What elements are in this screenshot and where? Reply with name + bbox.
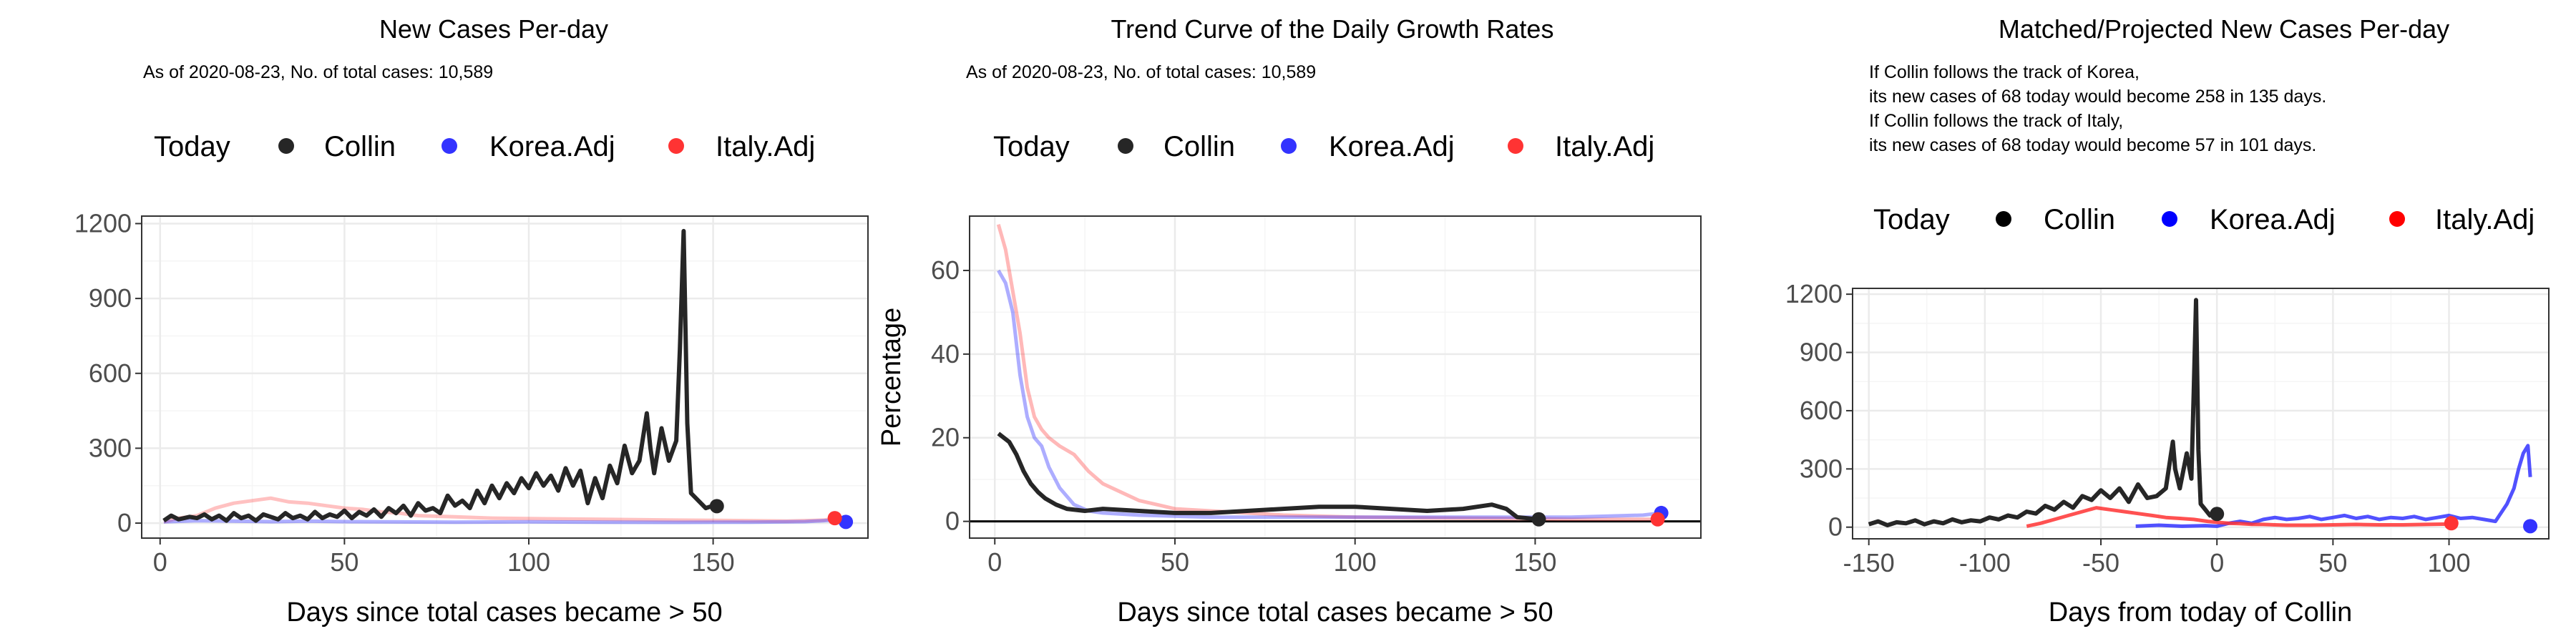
series-line-collin [1868, 298, 2218, 527]
today-point-collin [2210, 507, 2225, 522]
x-tick-label: 0 [2210, 548, 2224, 577]
chart-subtitle-line: If Collin follows the track of Italy, [1869, 111, 2123, 131]
x-axis-title: Days since total cases became > 50 [1117, 597, 1553, 628]
plot-border [141, 215, 869, 539]
x-tick-label: 0 [153, 547, 167, 577]
y-axis-title: Percentage [877, 308, 907, 447]
y-tick-label: 900 [89, 283, 132, 313]
y-tick-label: 900 [1800, 338, 1843, 367]
chart-title: Matched/Projected New Cases Per-day [1999, 14, 2449, 44]
x-tick-label: 0 [987, 547, 1002, 577]
panel-projected: Matched/Projected New Cases Per-day If C… [1785, 14, 2550, 628]
legend-label-italy: Italy.Adj [716, 131, 815, 162]
series-layer [1868, 298, 2538, 534]
legend: Today Collin Korea.Adj Italy.Adj [993, 131, 1654, 162]
panel-growth-rates: Trend Curve of the Daily Growth Rates As… [877, 14, 1702, 628]
y-tick-label: 20 [931, 423, 960, 452]
legend: Today Collin Korea.Adj Italy.Adj [154, 131, 815, 162]
plot-border [1852, 288, 2550, 540]
series-line-collin [997, 431, 1539, 522]
today-point-collin [709, 499, 724, 514]
series-line-korea-adj [163, 518, 847, 525]
legend-label-italy: Italy.Adj [2435, 204, 2534, 235]
legend: Today Collin Korea.Adj Italy.Adj [1873, 204, 2534, 235]
today-point-italy-adj [1650, 512, 1665, 527]
chart-subtitle-line: If Collin follows the track of Korea, [1869, 62, 2140, 82]
legend-key-korea [2162, 211, 2177, 227]
series-line-korea-adj [997, 269, 1662, 519]
legend-title: Today [154, 131, 230, 162]
legend-label-italy: Italy.Adj [1555, 131, 1654, 162]
y-tick-label: 1200 [1785, 279, 1843, 308]
chart-subtitle: As of 2020-08-23, No. of total cases: 10… [966, 62, 1316, 82]
series-layer [162, 228, 854, 530]
x-axis-title: Days since total cases became > 50 [286, 597, 722, 628]
chart-subtitle: As of 2020-08-23, No. of total cases: 10… [143, 62, 493, 82]
legend-key-italy [1508, 138, 1523, 154]
x-tick-label: 50 [330, 547, 358, 577]
x-tick-label: 150 [692, 547, 735, 577]
chart-title: Trend Curve of the Daily Growth Rates [1111, 14, 1554, 44]
x-tick-label: 150 [1513, 547, 1556, 577]
x-tick-label: -50 [2082, 548, 2119, 577]
y-tick-label: 0 [1828, 512, 1843, 542]
series-line-italy-adj [2026, 506, 2454, 528]
axis-ticks: 0 50 100 150 0 20 40 60 [931, 255, 1556, 577]
legend-key-korea [1281, 138, 1297, 154]
y-tick-label: 60 [931, 255, 960, 285]
series-line-italy-adj [996, 224, 1658, 522]
x-tick-label: -100 [1959, 548, 2011, 577]
legend-title: Today [993, 131, 1070, 162]
legend-key-collin [1118, 138, 1133, 154]
y-tick-label: 40 [931, 339, 960, 369]
chart-subtitle-line: its new cases of 68 today would become 5… [1869, 135, 2316, 155]
legend-label-korea: Korea.Adj [1329, 131, 1455, 162]
legend-label-korea: Korea.Adj [2210, 204, 2336, 235]
axis-ticks: -150 -100 -50 0 50 100 0 300 600 900 1200 [1785, 279, 2471, 577]
plot-border [969, 215, 1702, 539]
legend-label-korea: Korea.Adj [489, 131, 615, 162]
y-tick-label: 600 [89, 358, 132, 388]
y-tick-label: 1200 [74, 208, 132, 238]
today-point-italy-adj [827, 511, 842, 526]
x-tick-label: 50 [1161, 547, 1189, 577]
panel-new-cases: New Cases Per-day As of 2020-08-23, No. … [74, 14, 869, 628]
y-tick-label: 600 [1800, 396, 1843, 425]
x-axis-title: Days from today of Collin [2049, 597, 2353, 628]
legend-label-collin: Collin [1163, 131, 1235, 162]
legend-title: Today [1873, 204, 1950, 235]
y-tick-label: 300 [89, 433, 132, 462]
today-point-korea-adj [839, 514, 854, 530]
x-tick-label: 100 [1334, 547, 1377, 577]
legend-label-collin: Collin [2044, 204, 2115, 235]
series-line-collin [162, 228, 718, 523]
legend-label-collin: Collin [324, 131, 396, 162]
chart-title: New Cases Per-day [379, 14, 608, 44]
legend-key-italy [2389, 211, 2405, 227]
x-tick-label: -150 [1843, 548, 1895, 577]
legend-key-collin [278, 138, 294, 154]
today-point-collin [1531, 512, 1546, 527]
grid [142, 216, 868, 538]
today-point-korea-adj [2523, 519, 2538, 534]
chart-subtitle-line: its new cases of 68 today would become 2… [1869, 87, 2326, 107]
y-tick-label: 0 [945, 507, 960, 536]
axis-ticks: 0 50 100 150 0 300 600 900 1200 [74, 208, 735, 577]
today-point-italy-adj [2444, 516, 2459, 531]
y-tick-label: 0 [117, 508, 132, 537]
legend-key-collin [1996, 211, 2011, 227]
x-tick-label: 50 [2318, 548, 2347, 577]
x-tick-label: 100 [507, 547, 550, 577]
series-layer [970, 224, 1701, 527]
legend-key-italy [668, 138, 684, 154]
x-tick-label: 100 [2427, 548, 2470, 577]
plot-panel [970, 216, 1701, 538]
y-tick-label: 300 [1800, 454, 1843, 483]
legend-key-korea [441, 138, 457, 154]
